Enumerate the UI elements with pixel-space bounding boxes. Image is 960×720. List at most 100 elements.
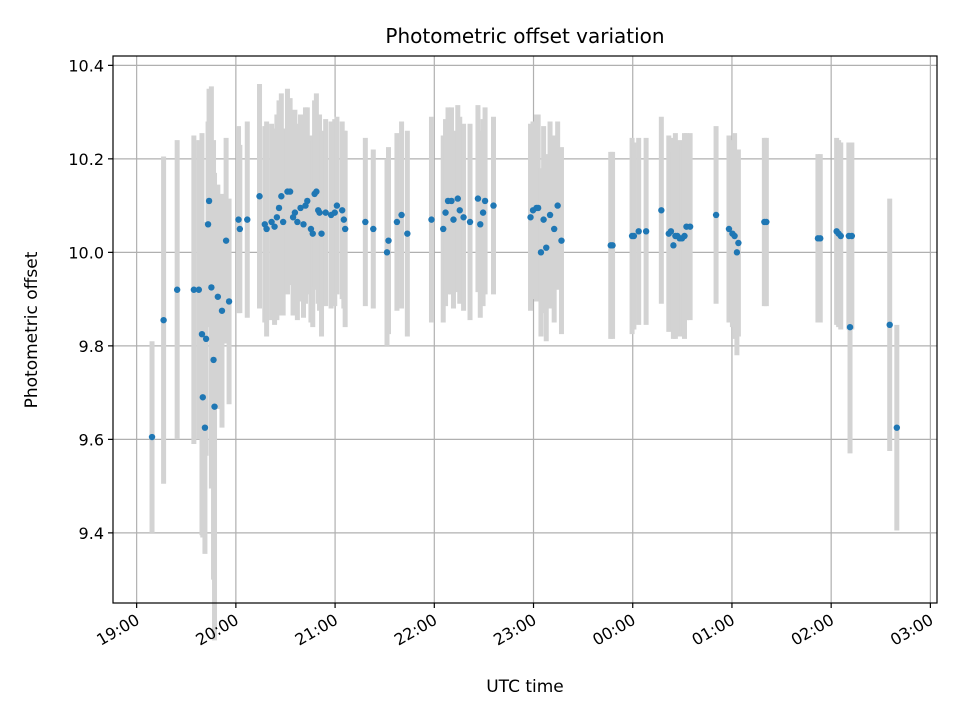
data-point	[893, 424, 901, 431]
data-point	[173, 286, 181, 293]
data-point	[817, 235, 824, 242]
x-tick-label: 20:00	[192, 610, 241, 650]
data-point	[340, 216, 348, 223]
y-tick-label: 9.8	[79, 337, 104, 356]
data-point	[202, 335, 210, 343]
data-point	[297, 204, 304, 212]
data-point	[318, 230, 325, 237]
y-tick-label: 9.6	[79, 430, 104, 449]
plot-area-frame	[112, 55, 938, 604]
data-point	[263, 225, 270, 233]
x-tick-label: 02:00	[788, 610, 837, 650]
x-axis-label: UTC time	[486, 677, 564, 697]
x-tick-label: 22:00	[391, 610, 440, 650]
data-point	[370, 225, 377, 233]
data-point	[534, 204, 542, 212]
x-tick-label: 01:00	[689, 610, 738, 650]
data-point	[456, 207, 463, 214]
data-point	[218, 307, 226, 314]
data-point	[731, 232, 738, 240]
data-point	[286, 188, 294, 195]
data-point	[448, 197, 455, 205]
data-point	[393, 218, 401, 226]
data-point	[275, 204, 283, 212]
data-point	[481, 197, 489, 205]
data-point	[733, 249, 741, 256]
data-point	[667, 228, 675, 235]
data-point	[341, 225, 349, 233]
data-point	[546, 211, 554, 219]
data-point	[658, 207, 665, 214]
y-tick-label: 10.0	[68, 243, 104, 262]
data-point	[195, 286, 203, 293]
data-point	[404, 230, 411, 237]
data-point	[558, 237, 565, 244]
x-tick-label: 21:00	[292, 610, 341, 650]
data-point	[322, 209, 329, 216]
y-tick-label: 10.2	[68, 150, 104, 169]
data-point	[205, 197, 213, 205]
data-point	[313, 188, 320, 195]
data-point	[477, 221, 484, 228]
data-point	[466, 218, 474, 226]
data-point	[268, 218, 275, 226]
data-point	[331, 209, 338, 216]
data-point	[385, 237, 392, 244]
error-bars	[149, 84, 900, 641]
data-point	[450, 216, 457, 223]
data-point	[300, 221, 307, 228]
data-point	[686, 223, 694, 230]
data-point	[848, 232, 856, 240]
data-point	[543, 244, 550, 251]
data-point	[294, 218, 301, 226]
data-point	[148, 433, 156, 441]
data-point	[398, 211, 405, 219]
data-point	[681, 232, 688, 240]
data-point	[198, 330, 206, 338]
data-point	[474, 195, 482, 202]
data-point	[490, 202, 497, 209]
data-point	[316, 209, 323, 216]
data-point	[609, 242, 616, 249]
data-point	[204, 221, 212, 228]
data-point	[479, 209, 487, 216]
data-point	[271, 223, 278, 230]
data-point	[735, 239, 742, 247]
data-point	[273, 214, 281, 221]
y-axis-label: Photometric offset	[22, 251, 42, 408]
data-point	[214, 293, 222, 300]
data-point	[199, 394, 206, 401]
data-point	[208, 284, 215, 291]
data-point	[333, 202, 341, 209]
data-point	[211, 403, 218, 410]
data-point	[201, 424, 209, 431]
data-point	[886, 321, 893, 329]
data-point	[278, 193, 285, 200]
data-point	[670, 242, 677, 249]
data-point	[383, 249, 391, 256]
data-point	[837, 232, 844, 240]
data-point	[554, 202, 561, 209]
x-tick-label: 00:00	[589, 610, 638, 650]
data-point	[291, 209, 299, 216]
x-tick-label: 23:00	[490, 610, 539, 650]
y-tick-label: 10.4	[68, 56, 104, 75]
data-point	[550, 225, 558, 233]
data-point	[540, 216, 547, 223]
data-point	[440, 225, 447, 233]
data-point	[244, 216, 251, 223]
data-point	[304, 197, 311, 205]
data-point	[630, 232, 638, 240]
x-tick-label: 19:00	[93, 610, 142, 650]
data-point	[725, 225, 733, 233]
data-point	[635, 228, 642, 235]
x-tick-label: 03:00	[887, 610, 936, 650]
data-point	[309, 230, 316, 237]
data-point	[235, 216, 242, 223]
data-points	[148, 188, 901, 441]
data-point	[712, 211, 720, 219]
y-axis: 9.4 9.6 9.8 10.0 10.2 10.4	[68, 56, 113, 543]
x-axis: 19:00 20:00 21:00 22:00 23:00 00:00 01:00 02:00…	[93, 603, 936, 650]
data-point	[846, 323, 854, 331]
